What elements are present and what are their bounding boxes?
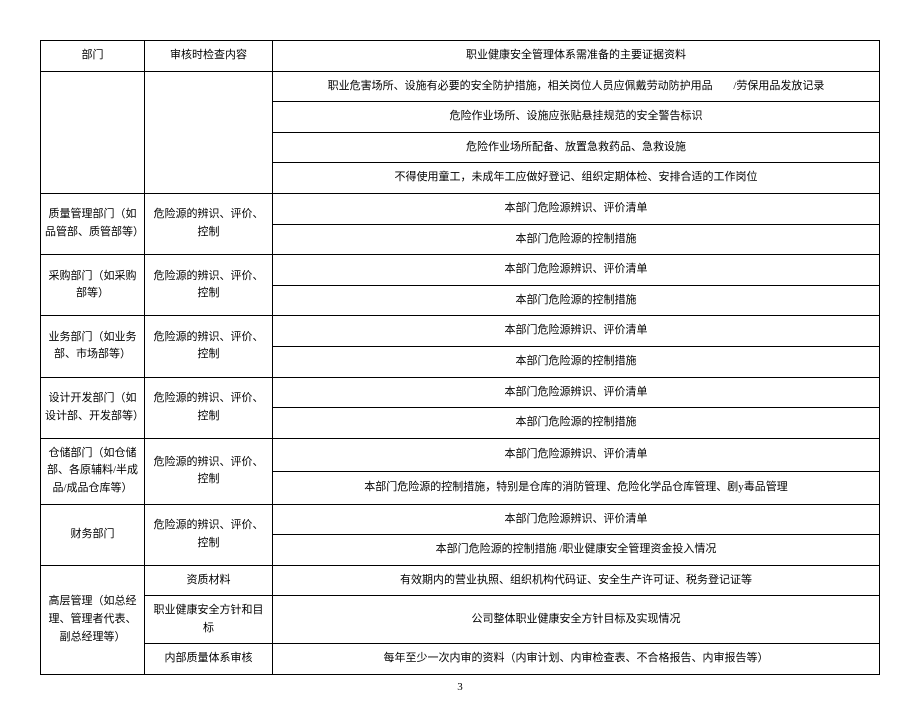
table-row: 设计开发部门（如设计部、开发部等） 危险源的辨识、评价、控制 本部门危险源辨识、… [41,377,880,408]
senior-row: 职业健康安全方针和目标 公司整体职业健康安全方针目标及实现情况 [41,596,880,644]
check-cell: 危险源的辨识、评价、控制 [145,193,273,254]
mat-cell: 本部门危险源辨识、评价清单 [273,193,880,224]
senior-check-cell: 内部质量体系审核 [145,644,273,675]
check-cell: 危险源的辨识、评价、控制 [145,438,273,504]
check-cell: 危险源的辨识、评价、控制 [145,255,273,316]
table-row: 仓储部门（如仓储部、各原辅料/半成品/成品仓库等） 危险源的辨识、评价、控制 本… [41,438,880,471]
table-header-row: 部门 审核时检查内容 职业健康安全管理体系需准备的主要证据资料 [41,41,880,72]
mat-cell: 本部门危险源辨识、评价清单 [273,377,880,408]
mat-cell: 本部门危险源的控制措施 /职业健康安全管理资金投入情况 [273,535,880,566]
senior-mat-cell: 公司整体职业健康安全方针目标及实现情况 [273,596,880,644]
mat-cell: 本部门危险源辨识、评价清单 [273,504,880,535]
senior-row: 高层管理（如总经理、管理者代表、副总经理等） 资质材料 有效期内的营业执照、组织… [41,565,880,596]
check-cell: 危险源的辨识、评价、控制 [145,316,273,377]
dept-cell: 财务部门 [41,504,145,565]
header-check: 审核时检查内容 [145,41,273,72]
mat-cell: 本部门危险源的控制措施 [273,346,880,377]
pre-check-cell [145,71,273,193]
mat-cell: 本部门危险源辨识、评价清单 [273,438,880,471]
page-number: 3 [40,681,880,693]
pre-mat-1: 职业危害场所、设施有必要的安全防护措施，相关岗位人员应佩戴劳动防护用品 /劳保用… [273,71,880,102]
pre-mat-2: 危险作业场所、设施应张贴悬挂规范的安全警告标识 [273,102,880,133]
table-row: 质量管理部门（如品管部、质管部等） 危险源的辨识、评价、控制 本部门危险源辨识、… [41,193,880,224]
pre-dept-cell [41,71,145,193]
mat-cell: 本部门危险源的控制措施 [273,285,880,316]
pre-row-1: 职业危害场所、设施有必要的安全防护措施，相关岗位人员应佩戴劳动防护用品 /劳保用… [41,71,880,102]
senior-check-cell: 职业健康安全方针和目标 [145,596,273,644]
dept-cell: 设计开发部门（如设计部、开发部等） [41,377,145,438]
table-row: 业务部门（如业务部、市场部等） 危险源的辨识、评价、控制 本部门危险源辨识、评价… [41,316,880,347]
senior-mat-cell: 每年至少一次内审的资料（内审计划、内审检查表、不合格报告、内审报告等） [273,644,880,675]
mat-cell: 本部门危险源的控制措施 [273,224,880,255]
senior-mat-cell: 有效期内的营业执照、组织机构代码证、安全生产许可证、税务登记证等 [273,565,880,596]
dept-cell: 仓储部门（如仓储部、各原辅料/半成品/成品仓库等） [41,438,145,504]
mat-cell: 本部门危险源的控制措施，特别是仓库的消防管理、危险化学品仓库管理、剧y毒品管理 [273,471,880,504]
check-cell: 危险源的辨识、评价、控制 [145,504,273,565]
mat-cell: 本部门危险源辨识、评价清单 [273,316,880,347]
pre-mat-3: 危险作业场所配备、放置急救药品、急救设施 [273,132,880,163]
pre-mat-1-main: 职业危害场所、设施有必要的安全防护措施，相关岗位人员应佩戴劳动防护用品 [328,80,713,92]
pre-mat-4: 不得使用童工，未成年工应做好登记、组织定期体检、安排合适的工作岗位 [273,163,880,194]
header-dept: 部门 [41,41,145,72]
dept-cell: 质量管理部门（如品管部、质管部等） [41,193,145,254]
dept-cell: 采购部门（如采购部等） [41,255,145,316]
dept-cell: 业务部门（如业务部、市场部等） [41,316,145,377]
senior-check-cell: 资质材料 [145,565,273,596]
table-row: 采购部门（如采购部等） 危险源的辨识、评价、控制 本部门危险源辨识、评价清单 [41,255,880,286]
mat-cell: 本部门危险源辨识、评价清单 [273,255,880,286]
senior-row: 内部质量体系审核 每年至少一次内审的资料（内审计划、内审检查表、不合格报告、内审… [41,644,880,675]
check-cell: 危险源的辨识、评价、控制 [145,377,273,438]
senior-dept-cell: 高层管理（如总经理、管理者代表、副总经理等） [41,565,145,674]
table-row: 财务部门 危险源的辨识、评价、控制 本部门危险源辨识、评价清单 [41,504,880,535]
audit-table: 部门 审核时检查内容 职业健康安全管理体系需准备的主要证据资料 职业危害场所、设… [40,40,880,675]
pre-mat-1-note: /劳保用品发放记录 [733,78,824,96]
mat-cell: 本部门危险源的控制措施 [273,408,880,439]
header-material: 职业健康安全管理体系需准备的主要证据资料 [273,41,880,72]
